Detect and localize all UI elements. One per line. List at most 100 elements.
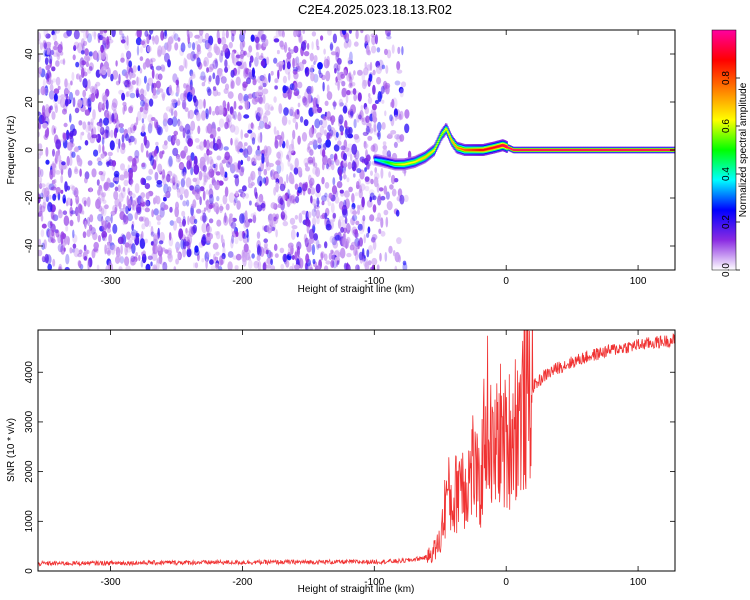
spectrogram-noise-cell	[353, 173, 356, 178]
spectrogram-noise-cell	[52, 232, 55, 243]
spectrogram-noise-cell	[396, 60, 401, 71]
spectrogram-noise-cell	[363, 141, 368, 150]
spectrogram-noise-cell	[63, 247, 66, 252]
spectrogram-noise-cell	[126, 35, 129, 46]
spectrogram-noise-cell	[141, 253, 147, 264]
spectrogram-noise-cell	[248, 256, 252, 261]
spectrogram-signal-cell	[550, 149, 553, 151]
spectrogram-noise-cell	[70, 210, 76, 215]
spectrogram-noise-cell	[296, 63, 300, 71]
spectrogram-noise-cell	[127, 199, 132, 209]
spectrogram-noise-cell	[169, 108, 174, 114]
spectrogram-noise-cell	[207, 123, 212, 134]
spectrogram-noise-cell	[42, 39, 47, 48]
spectrogram-noise-cell	[320, 252, 324, 261]
spectrogram-noise-cell	[55, 229, 60, 238]
spectrogram-noise-cell	[181, 210, 186, 217]
spectrogram-noise-cell	[164, 52, 170, 63]
spectrogram-noise-cell	[293, 82, 297, 93]
spectrogram-noise-cell	[86, 249, 90, 254]
snr-x-tick-label: 0	[503, 577, 509, 588]
spectrogram-noise-cell	[262, 262, 266, 270]
spectrogram-noise-cell	[172, 135, 177, 144]
spectrogram-noise-cell	[157, 221, 161, 226]
spectrogram-signal-cell	[599, 149, 601, 151]
spectrogram-noise-cell	[240, 129, 243, 140]
spectrogram-noise-cell	[374, 34, 378, 45]
spectrogram-noise-cell	[309, 149, 314, 156]
spectrogram-signal-cell	[549, 149, 551, 151]
spectrogram-noise-cell	[206, 225, 213, 234]
spectrogram-noise-cell	[260, 34, 266, 43]
spectrogram-signal-cell	[376, 159, 378, 161]
spectrogram-noise-cell	[302, 97, 308, 106]
spectrogram-noise-cell	[144, 30, 149, 37]
spectrogram-noise-cell	[167, 158, 174, 168]
spectrogram-noise-cell	[311, 41, 314, 50]
spectrogram-noise-cell	[226, 64, 230, 70]
spectrogram-signal-cell	[627, 149, 630, 151]
spectrogram-noise-cell	[124, 245, 128, 256]
spectrogram-noise-cell	[307, 143, 311, 151]
spectrogram-noise-cell	[132, 65, 137, 73]
spectrogram-noise-cell	[282, 75, 287, 84]
spectrogram-signal-cell	[560, 149, 562, 151]
spectrogram-noise-cell	[46, 182, 51, 189]
spectrogram-noise-cell	[224, 66, 229, 73]
spectrogram-noise-cell	[57, 44, 63, 53]
spectrogram-noise-cell	[148, 30, 154, 35]
spectrogram-signal-cell	[438, 138, 441, 140]
spectrogram-noise-cell	[382, 145, 388, 150]
spectrogram-noise-cell	[256, 196, 262, 206]
spectrogram-noise-cell	[101, 32, 107, 38]
spectrogram-noise-cell	[292, 117, 297, 124]
spectrogram-noise-cell	[338, 168, 342, 177]
spectrogram-noise-cell	[225, 203, 230, 211]
spectrogram-noise-cell	[282, 253, 287, 263]
spectrogram-noise-cell	[101, 92, 108, 102]
spectrogram-noise-cell	[222, 100, 227, 109]
spectrogram-noise-cell	[81, 131, 85, 136]
spectrogram-noise-cell	[40, 85, 46, 96]
spectrogram-noise-cell	[243, 114, 250, 119]
spectrogram-signal-cell	[523, 149, 525, 151]
spectrogram-noise-cell	[263, 238, 269, 243]
spectrogram-noise-cell	[53, 183, 57, 189]
spectrogram-noise-cell	[204, 32, 210, 41]
spectrogram-noise-cell	[212, 72, 216, 80]
spectrogram-noise-cell	[125, 265, 131, 270]
spectrogram-noise-cell	[189, 185, 195, 191]
spectrogram-noise-cell	[112, 70, 119, 80]
spectrogram-noise-cell	[134, 212, 138, 220]
spectrogram-noise-cell	[336, 260, 340, 265]
spectrogram-signal-cell	[553, 149, 556, 151]
spectrogram-noise-cell	[254, 36, 260, 44]
spectrogram-noise-cell	[71, 185, 76, 192]
spectrogram-noise-cell	[292, 69, 298, 75]
spectrogram-noise-cell	[289, 195, 295, 204]
spectrogram-noise-cell	[88, 51, 93, 57]
spectrogram-noise-cell	[80, 38, 85, 49]
spectrogram-signal-cell	[436, 142, 439, 145]
spectrogram-noise-cell	[388, 171, 391, 178]
spectrogram-noise-cell	[228, 192, 235, 203]
spectrogram-noise-cell	[228, 41, 233, 49]
spectrogram-noise-cell	[260, 202, 266, 209]
spectrogram-noise-cell	[151, 209, 155, 218]
spectrogram-noise-cell	[280, 162, 284, 172]
spectrogram-noise-cell	[350, 217, 356, 226]
spectrogram-noise-cell	[385, 65, 389, 74]
spectrogram-noise-cell	[220, 36, 227, 46]
spectrogram-noise-cell	[292, 129, 296, 140]
spectrogram-noise-cell	[176, 216, 182, 224]
spectrogram-noise-cell	[231, 225, 236, 236]
spectrogram-noise-cell	[173, 33, 179, 41]
spectrogram-signal-cell	[440, 134, 443, 136]
spectrogram-noise-cell	[276, 134, 283, 140]
spectrogram-noise-cell	[344, 128, 349, 139]
spectrogram-noise-cell	[129, 92, 136, 99]
spectrogram-noise-cell	[46, 254, 52, 265]
spectrogram-noise-cell	[131, 259, 137, 266]
spectrogram-noise-cell	[189, 79, 193, 91]
spectrogram-noise-cell	[65, 225, 69, 232]
